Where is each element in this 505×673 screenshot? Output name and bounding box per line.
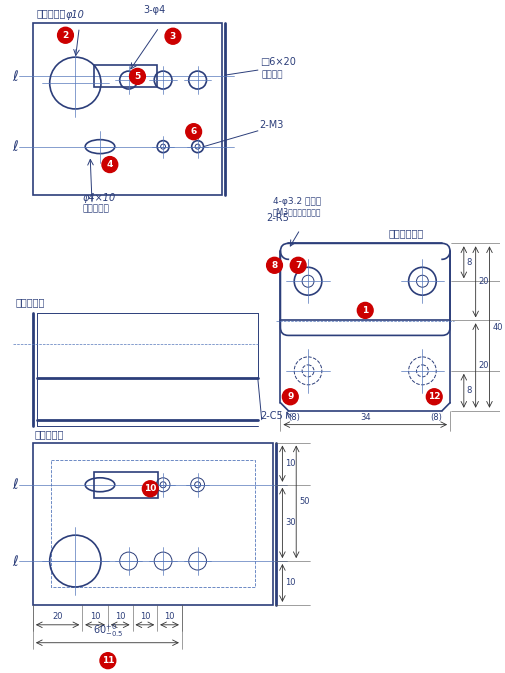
Text: 20: 20 bbox=[478, 277, 488, 287]
Text: 2-M3: 2-M3 bbox=[259, 120, 283, 130]
Text: 10: 10 bbox=[144, 485, 156, 493]
Text: 3: 3 bbox=[170, 32, 176, 41]
Text: $60^{+0}_{-0.5}$: $60^{+0}_{-0.5}$ bbox=[92, 622, 123, 639]
Circle shape bbox=[102, 157, 118, 172]
Text: （右側面図）: （右側面図） bbox=[388, 228, 423, 238]
Text: 10: 10 bbox=[285, 459, 295, 468]
Text: 50: 50 bbox=[298, 497, 309, 506]
Text: 10: 10 bbox=[115, 612, 125, 621]
Bar bbox=[94, 472, 158, 498]
Text: 9: 9 bbox=[286, 392, 293, 401]
Text: 1: 1 bbox=[362, 306, 368, 315]
Bar bbox=[33, 443, 272, 605]
Circle shape bbox=[266, 257, 282, 273]
Text: $\ell$: $\ell$ bbox=[12, 554, 19, 569]
Text: （正面図）: （正面図） bbox=[15, 297, 44, 307]
Circle shape bbox=[426, 389, 441, 404]
Text: （角穴）: （角穴） bbox=[261, 70, 283, 79]
Circle shape bbox=[282, 389, 297, 404]
Circle shape bbox=[290, 257, 306, 273]
Text: 40: 40 bbox=[491, 322, 502, 332]
Text: 6: 6 bbox=[190, 127, 196, 136]
Text: 2-R5: 2-R5 bbox=[266, 213, 289, 223]
Text: □6×20: □6×20 bbox=[259, 57, 295, 67]
Text: 3-φ4: 3-φ4 bbox=[143, 5, 165, 15]
Text: (8): (8) bbox=[429, 413, 441, 422]
Text: φ10: φ10 bbox=[65, 10, 84, 20]
Text: 4-φ3.2 皿モミ: 4-φ3.2 皿モミ bbox=[272, 197, 320, 205]
Text: 20: 20 bbox=[52, 612, 63, 621]
Text: $\ell$: $\ell$ bbox=[12, 139, 19, 154]
Text: （上面図）: （上面図） bbox=[37, 8, 66, 18]
Circle shape bbox=[185, 124, 201, 140]
Text: 8: 8 bbox=[271, 261, 277, 270]
Circle shape bbox=[142, 481, 158, 497]
Circle shape bbox=[165, 28, 180, 44]
Text: 11: 11 bbox=[102, 656, 114, 665]
Text: 10: 10 bbox=[164, 612, 174, 621]
Text: $\ell$: $\ell$ bbox=[12, 477, 19, 492]
Text: （長丸穴）: （長丸穴） bbox=[82, 205, 109, 213]
Text: 4: 4 bbox=[107, 160, 113, 169]
Text: 30: 30 bbox=[285, 518, 295, 528]
Text: φ4×10: φ4×10 bbox=[82, 192, 115, 203]
Text: 5: 5 bbox=[134, 72, 140, 81]
Text: 10: 10 bbox=[139, 612, 150, 621]
Text: 8: 8 bbox=[466, 386, 471, 395]
Text: 20: 20 bbox=[478, 361, 488, 370]
Text: 10: 10 bbox=[285, 579, 295, 588]
Circle shape bbox=[357, 302, 372, 318]
Bar bbox=[33, 24, 222, 194]
Text: 2: 2 bbox=[62, 31, 69, 40]
Text: （M3用皿ザグり穴）: （M3用皿ザグり穴） bbox=[272, 207, 320, 217]
Circle shape bbox=[100, 653, 116, 668]
Text: 34: 34 bbox=[359, 413, 370, 422]
Text: (8): (8) bbox=[288, 413, 299, 422]
Text: $\ell$: $\ell$ bbox=[12, 69, 19, 84]
Bar bbox=[94, 65, 157, 87]
Text: 7: 7 bbox=[294, 261, 301, 270]
Circle shape bbox=[58, 28, 73, 43]
Bar bbox=[50, 460, 255, 587]
Text: 10: 10 bbox=[89, 612, 100, 621]
Circle shape bbox=[129, 69, 145, 84]
Text: 2-C5: 2-C5 bbox=[260, 411, 283, 421]
Text: （下面図）: （下面図） bbox=[35, 429, 64, 439]
Text: 8: 8 bbox=[466, 258, 471, 267]
Text: 12: 12 bbox=[427, 392, 440, 401]
